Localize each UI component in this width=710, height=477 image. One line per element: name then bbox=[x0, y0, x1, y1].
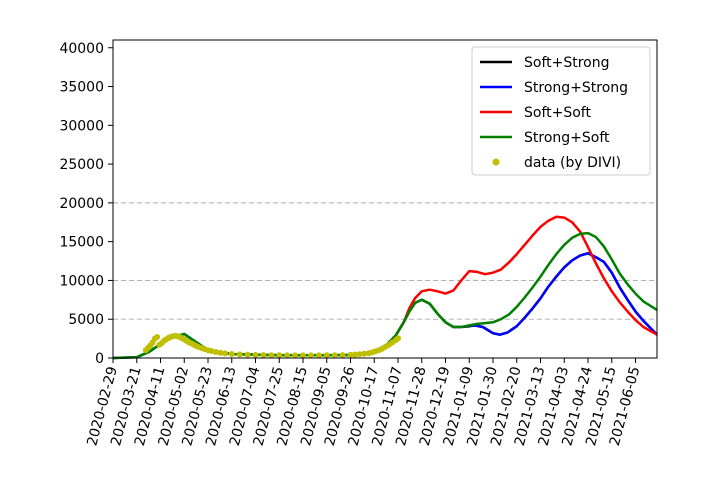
series-data-by-divi-point bbox=[300, 352, 307, 359]
series-data-by-divi-point bbox=[339, 352, 346, 359]
series-data-by-divi-point bbox=[154, 334, 161, 341]
series-data-by-divi-point bbox=[331, 352, 338, 359]
series-data-by-divi-point bbox=[221, 350, 228, 357]
series-data-by-divi-point bbox=[260, 352, 267, 359]
series-data-by-divi-points bbox=[142, 332, 402, 359]
series-data-by-divi-point bbox=[307, 352, 314, 359]
legend-strong-strong-label: Strong+Strong bbox=[524, 80, 628, 96]
series-data-by-divi-point bbox=[244, 351, 251, 358]
y-tick-label: 20000 bbox=[59, 196, 104, 212]
series-data-by-divi-point bbox=[315, 352, 322, 359]
series-data-by-divi-point bbox=[356, 351, 363, 358]
series-data-by-divi-point bbox=[395, 335, 402, 342]
legend-soft-strong-label: Soft+Strong bbox=[524, 55, 610, 71]
series-data-by-divi-point bbox=[352, 351, 359, 358]
series-data-by-divi-point bbox=[236, 351, 243, 358]
series-data-by-divi-point bbox=[347, 351, 354, 358]
y-tick-label: 30000 bbox=[59, 118, 104, 134]
series-strong-strong-line bbox=[469, 252, 658, 336]
legend-data-by-divi-label: data (by DIVI) bbox=[524, 155, 621, 171]
y-tick-label: 0 bbox=[95, 351, 104, 367]
legend: Soft+Strong Strong+Strong Soft+Soft Strong+… bbox=[471, 46, 651, 176]
series-data-by-divi-point bbox=[361, 350, 368, 357]
legend-box bbox=[471, 46, 651, 176]
legend-soft-soft-label: Soft+Soft bbox=[524, 105, 591, 121]
series-data-by-divi-point bbox=[228, 350, 235, 357]
series-layer bbox=[112, 215, 658, 360]
series-data-by-divi-point bbox=[268, 352, 275, 359]
y-tick-label: 10000 bbox=[59, 273, 104, 289]
legend-strong-soft-label: Strong+Soft bbox=[524, 130, 610, 146]
y-tick-label: 35000 bbox=[59, 80, 104, 96]
series-data-by-divi-point bbox=[208, 348, 215, 355]
grid-lines bbox=[113, 202, 657, 320]
series-data-by-divi-point bbox=[323, 352, 330, 359]
series-data-by-divi-point bbox=[284, 352, 291, 359]
y-tick-label: 5000 bbox=[68, 312, 104, 328]
legend-data-by-divi-marker bbox=[492, 158, 500, 166]
series-data-by-divi-point bbox=[217, 349, 224, 356]
series-data-by-divi-point bbox=[252, 351, 259, 358]
series-data-by-divi-point bbox=[276, 352, 283, 359]
series-soft-soft-line bbox=[394, 215, 658, 337]
plot-frame bbox=[112, 39, 658, 359]
series-data-by-divi-point bbox=[212, 348, 219, 355]
series-strong-soft-line bbox=[112, 231, 658, 360]
y-tick-label: 40000 bbox=[59, 41, 104, 57]
y-tick-label: 15000 bbox=[59, 235, 104, 251]
series-data-by-divi-point bbox=[292, 352, 299, 359]
y-tick-label: 25000 bbox=[59, 157, 104, 173]
